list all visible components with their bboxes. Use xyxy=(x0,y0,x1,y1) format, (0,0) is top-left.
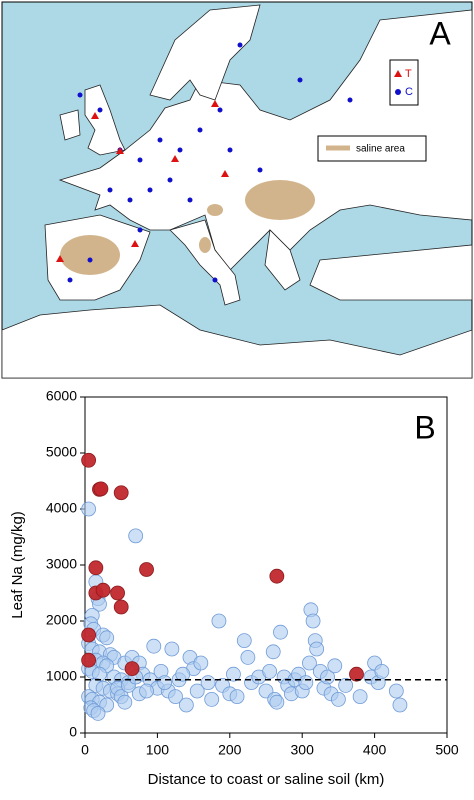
y-tick-label: 4000 xyxy=(46,500,77,516)
point xyxy=(95,582,111,598)
land-mainland xyxy=(58,9,473,271)
point xyxy=(93,481,109,497)
land-ireland xyxy=(59,109,81,141)
point xyxy=(204,692,220,707)
scatter-panel: 0 1000 2000 3000 4000 5000 6000 0 100 200 300 400 50… xyxy=(9,388,459,788)
point xyxy=(240,650,256,665)
point xyxy=(164,641,180,657)
x-axis-label: Distance to coast or saline soil (km) xyxy=(148,771,385,788)
land-britain xyxy=(84,84,126,156)
point xyxy=(88,560,104,576)
point xyxy=(139,683,154,699)
x-tick-label: 300 xyxy=(291,742,315,758)
map-legend xyxy=(389,59,419,106)
point xyxy=(352,689,368,704)
point xyxy=(338,678,354,693)
point xyxy=(302,655,317,671)
land-turkey xyxy=(309,244,473,301)
point xyxy=(128,528,144,544)
point xyxy=(168,689,183,704)
saline-patch xyxy=(207,204,223,216)
map-panel: T C saline area A xyxy=(1,1,473,379)
panel-label: B xyxy=(414,409,435,445)
point xyxy=(229,689,245,704)
x-tick-label: 200 xyxy=(218,742,242,758)
point xyxy=(305,613,321,629)
legend-label: C xyxy=(405,86,413,98)
point xyxy=(309,641,325,657)
y-axis-label: Leaf Na (mg/kg) xyxy=(9,511,26,619)
point xyxy=(269,694,285,710)
point xyxy=(262,664,278,679)
legend-dot xyxy=(395,89,401,95)
point xyxy=(139,562,154,577)
point xyxy=(175,666,191,682)
y-tick-label: 3000 xyxy=(46,556,77,572)
x-tick-label: 500 xyxy=(435,742,459,758)
y-tick-label: 0 xyxy=(69,724,77,740)
point xyxy=(189,683,205,699)
point xyxy=(211,613,227,629)
point xyxy=(81,501,97,517)
y-tick-label: 2000 xyxy=(46,612,77,628)
y-tick-label: 5000 xyxy=(46,444,77,460)
y-tick-label: 1000 xyxy=(46,668,77,684)
point xyxy=(110,585,125,601)
point xyxy=(374,664,390,679)
site-triangles xyxy=(56,100,229,262)
point xyxy=(81,627,97,643)
point xyxy=(226,666,241,682)
point xyxy=(330,692,346,707)
point xyxy=(327,658,343,674)
saline-patch xyxy=(199,237,211,253)
saline-patch xyxy=(60,235,120,275)
legend-label: T xyxy=(405,68,412,80)
point xyxy=(81,652,97,668)
point xyxy=(349,666,364,682)
point xyxy=(388,683,404,699)
point xyxy=(90,706,106,721)
land-scandinavia xyxy=(149,4,261,101)
point xyxy=(113,485,129,501)
point xyxy=(117,694,133,710)
point xyxy=(236,633,252,648)
point xyxy=(392,697,408,713)
point xyxy=(99,630,115,646)
point xyxy=(157,675,173,690)
saline-patch xyxy=(245,180,315,220)
point xyxy=(273,624,288,640)
x-tick-label: 400 xyxy=(363,742,387,758)
y-tick-label: 6000 xyxy=(46,388,77,404)
x-tick-label: 0 xyxy=(81,742,89,758)
saline-label: saline area xyxy=(356,144,405,155)
panel-label: A xyxy=(429,15,451,51)
land-italy xyxy=(169,219,241,306)
point xyxy=(113,599,129,615)
point xyxy=(298,675,314,690)
point xyxy=(178,697,194,713)
point xyxy=(265,644,281,660)
point xyxy=(193,655,209,671)
point xyxy=(124,661,140,676)
point xyxy=(146,638,162,654)
point xyxy=(320,669,335,685)
land-africa xyxy=(1,304,473,379)
land-balkans xyxy=(264,229,301,291)
point xyxy=(81,452,97,468)
x-tick-label: 100 xyxy=(146,742,170,758)
point xyxy=(200,675,216,690)
legend-triangle xyxy=(394,70,402,77)
point xyxy=(269,568,285,584)
